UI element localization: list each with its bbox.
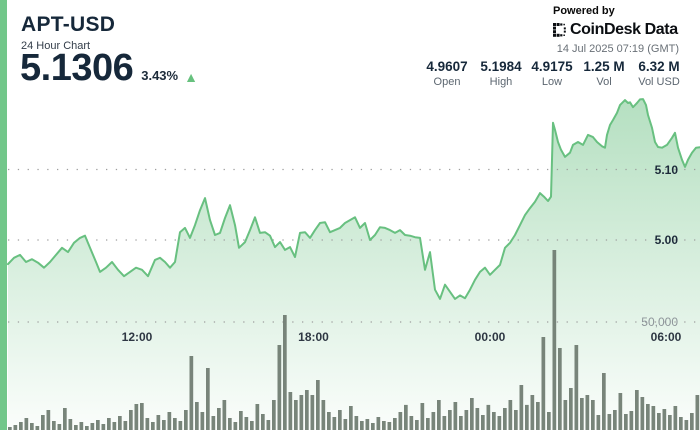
up-triangle-icon: ▲: [184, 68, 198, 85]
y-tick-volume-50000: 50,000: [641, 315, 678, 329]
coindesk-logo-icon: [553, 23, 566, 37]
left-accent-stripe: [0, 0, 7, 430]
x-tick-00-00: 00:00: [474, 330, 506, 344]
price-row: 5.1306 3.43% ▲: [20, 47, 198, 89]
brand-name: CoinDesk Data: [570, 21, 678, 38]
stat-high-label: High: [489, 76, 513, 88]
stat-low-value: 4.9175: [531, 59, 573, 74]
y-tick-5-10: 5.10: [654, 163, 678, 177]
header: APT-USD 24 Hour Chart: [21, 13, 115, 52]
stat-high-value: 5.1984: [480, 59, 522, 74]
stat-low-label: Low: [541, 76, 563, 88]
stat-high: 5.1984 High: [480, 59, 521, 88]
powered-by-label: Powered by: [553, 5, 615, 17]
stat-vol-usd-value: 6.32 M: [638, 59, 680, 74]
stat-vol-usd: 6.32 M Vol USD: [638, 59, 680, 88]
instrument-symbol: APT-USD: [21, 13, 116, 36]
stat-open: 4.9607 Open: [426, 59, 467, 88]
price-line: [7, 98, 700, 300]
powered-by-block: Powered by CoinDesk Data 14 Jul 2025 07:…: [553, 5, 679, 55]
stat-vol-usd-label: Vol USD: [638, 76, 680, 88]
stats-row: 4.9607 Open 5.1984 High 4.9175 Low 1.25 …: [0, 59, 700, 91]
stat-open-label: Open: [433, 76, 461, 88]
timestamp: 14 Jul 2025 07:19 (GMT): [556, 43, 679, 55]
stat-vol-label: Vol: [596, 76, 612, 88]
brand-row: CoinDesk Data: [553, 21, 679, 39]
chart-subtitle: 24 Hour Chart: [21, 40, 91, 52]
price-area-fill: [8, 99, 700, 430]
change-percent: 3.43%: [141, 67, 179, 83]
x-tick-12-00: 12:00: [121, 330, 153, 344]
x-tick-06-00: 06:00: [650, 330, 682, 344]
stat-vol: 1.25 M Vol: [583, 59, 624, 88]
last-price: 5.1306: [20, 47, 134, 89]
stat-open-value: 4.9607: [426, 59, 468, 74]
stat-vol-value: 1.25 M: [583, 59, 625, 74]
stat-low: 4.9175 Low: [531, 59, 572, 88]
volume-bars: [8, 250, 700, 430]
x-tick-18-00: 18:00: [298, 330, 329, 344]
y-tick-5-00: 5.00: [654, 233, 678, 247]
